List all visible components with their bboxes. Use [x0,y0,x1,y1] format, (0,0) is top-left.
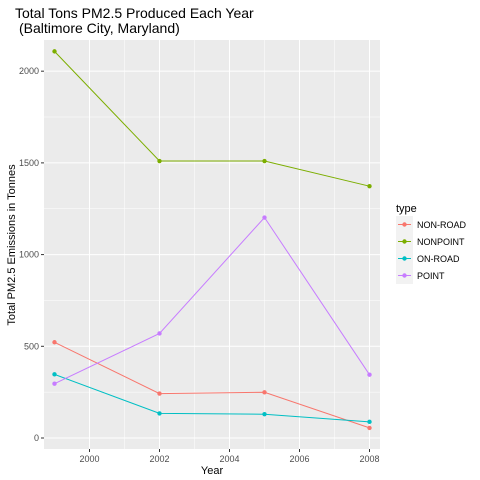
y-tick-label: 1500 [19,158,39,168]
data-point-non-road [367,425,372,431]
series-line-point [54,216,370,385]
legend: NON-ROAD NONPOINT ON-ROAD POINT [396,216,466,284]
data-point-point [367,372,372,377]
legend-point-point [402,273,407,278]
data-point-point [52,381,57,386]
y-tick-label: 0 [34,433,39,443]
y-tick-labels: 0 500 1000 1500 2000 [19,66,44,443]
x-tick-label: 2000 [79,454,99,464]
y-tick-label: 2000 [19,66,39,76]
x-tick-label: 2002 [149,454,169,464]
plot-panel [44,40,380,449]
x-axis-title: Year [201,465,224,477]
legend-label-nonpoint: NONPOINT [417,237,465,247]
major-gridlines [44,40,380,449]
y-tick-label: 1000 [19,250,39,260]
x-tick-label: 2006 [289,454,309,464]
chart-title: Total Tons PM2.5 Produced Each Year [15,5,254,21]
data-point-non-road [157,391,162,396]
data-point-on-road [52,372,57,377]
chart-subtitle: (Baltimore City, Maryland) [19,20,180,36]
data-point-non-road [262,390,267,395]
legend-point-nonpoint [402,239,407,244]
data-point-non-road [52,340,57,345]
x-tick-label: 2004 [219,454,239,464]
y-tick-label: 500 [24,341,39,351]
data-point-on-road [157,411,162,416]
series-line-nonpoint [54,51,370,187]
legend-title: type [396,203,417,215]
data-point-nonpoint [262,158,267,164]
series-layer [52,49,372,431]
data-point-point [262,215,267,220]
legend-label-on-road: ON-ROAD [417,254,460,264]
y-axis-title: Total PM2.5 Emissions in Tonnes [6,164,18,326]
legend-point-on-road [402,256,407,261]
x-tick-labels: 2000 2002 2004 2006 2008 [79,449,380,464]
data-point-nonpoint [157,158,162,164]
x-tick-label: 2008 [359,454,379,464]
data-point-on-road [262,411,267,417]
data-point-point [157,331,162,336]
legend-point-non-road [402,222,407,227]
legend-label-point: POINT [417,271,445,281]
series-line-non-road [54,341,370,429]
data-point-nonpoint [52,49,57,54]
series-line-on-road [54,373,370,423]
legend-label-non-road: NON-ROAD [417,220,466,230]
data-point-on-road [367,419,372,425]
data-point-nonpoint [367,183,372,189]
minor-gridlines [44,40,380,449]
